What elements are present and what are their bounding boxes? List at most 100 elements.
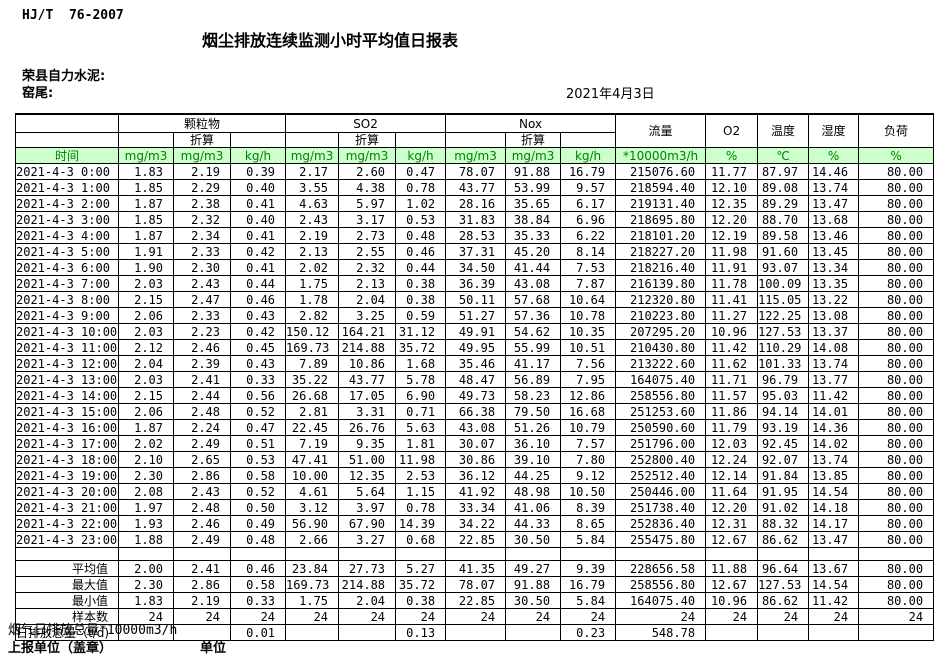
cell-value <box>858 624 935 641</box>
cell-value: 58.23 <box>505 387 562 404</box>
cell-value: 93.19 <box>757 419 810 436</box>
cell-value: 13.74 <box>808 355 860 372</box>
cell-value: 251738.40 <box>615 499 707 516</box>
cell-time: 2021-4-3 17:00 <box>15 435 119 452</box>
unit-cell: mg/m3 <box>338 147 397 164</box>
cell-value: 49.73 <box>445 387 507 404</box>
cell-value: 33.34 <box>445 499 507 516</box>
table-row: 2021-4-3 16:00 1.87 2.24 0.47 22.45 26.76 5.63… <box>15 419 935 436</box>
table-row: 2021-4-3 4:00 1.87 2.34 0.41 2.19 2.73 0.48 28.… <box>15 227 935 244</box>
cell-time: 2021-4-3 7:00 <box>15 275 119 292</box>
table-row: 2021-4-3 2:00 1.87 2.38 0.41 4.63 5.97 1.02 28.… <box>15 195 935 212</box>
cell-value: 11.42 <box>705 339 759 356</box>
cell-value: 80.00 <box>858 227 935 244</box>
header-temperature: 温度 <box>757 113 810 148</box>
header-converted-so2: 折算 <box>338 132 397 148</box>
cell-value: 12.86 <box>560 387 617 404</box>
cell-value: 8.14 <box>560 243 617 260</box>
cell-value: 36.12 <box>445 467 507 484</box>
cell-value: 78.07 <box>445 576 507 593</box>
cell-value: 9.12 <box>560 467 617 484</box>
cell-value: 2.66 <box>285 531 340 548</box>
spacer-cell <box>705 547 759 561</box>
unit-cell: mg/m3 <box>285 147 340 164</box>
cell-value: 80.00 <box>858 592 935 609</box>
cell-value <box>338 624 397 641</box>
cell-value: 10.78 <box>560 307 617 324</box>
cell-time: 2021-4-3 6:00 <box>15 259 119 276</box>
cell-value: 86.62 <box>757 592 810 609</box>
cell-value: 41.44 <box>505 259 562 276</box>
cell-value: 14.36 <box>808 419 860 436</box>
cell-value: 115.05 <box>757 291 810 308</box>
cell-value: 2.03 <box>118 275 174 292</box>
cell-value: 214.88 <box>338 576 397 593</box>
cell-value: 1.87 <box>118 419 174 436</box>
header-converted-row: 折算 折算 折算 <box>15 132 934 148</box>
cell-value: 2.04 <box>338 291 397 308</box>
cell-value: 80.00 <box>858 163 935 180</box>
cell-value: 169.73 <box>285 339 340 356</box>
unit-label: 单位 <box>200 641 227 656</box>
cell-value: 2.10 <box>118 451 174 468</box>
cell-value: 16.68 <box>560 403 617 420</box>
cell-value: 6.22 <box>560 227 617 244</box>
cell-value: 9.39 <box>560 560 617 577</box>
cell-value: 2.46 <box>173 339 231 356</box>
station-name: 窑尾: <box>22 86 54 101</box>
cell-value: 1.97 <box>118 499 174 516</box>
header-humidity: 湿度 <box>808 113 860 148</box>
cell-value: 127.53 <box>757 323 810 340</box>
cell-value: 35.33 <box>505 227 562 244</box>
cell-value: 91.95 <box>757 483 810 500</box>
cell-value: 11.57 <box>705 387 759 404</box>
cell-value: 218216.40 <box>615 259 707 276</box>
cell-value: 2.19 <box>173 163 231 180</box>
cell-value: 258556.80 <box>615 387 707 404</box>
cell-time: 2021-4-3 9:00 <box>15 307 119 324</box>
cell-value: 12.35 <box>705 195 759 212</box>
cell-value: 2.73 <box>338 227 397 244</box>
cell-value: 11.64 <box>705 483 759 500</box>
cell-value: 2.02 <box>285 259 340 276</box>
cell-value: 7.19 <box>285 435 340 452</box>
cell-value: 11.42 <box>808 387 860 404</box>
cell-value: 41.06 <box>505 499 562 516</box>
header-group-row: 颗粒物 SO2 Nox 流量 O2 温度 湿度 负荷 <box>15 113 935 148</box>
cell-value: 3.25 <box>338 307 397 324</box>
cell-value: 252800.40 <box>615 451 707 468</box>
cell-value: 1.90 <box>118 259 174 276</box>
cell-value: 2.04 <box>118 355 174 372</box>
cell-value: 24 <box>858 608 935 625</box>
cell-value: 213222.60 <box>615 355 707 372</box>
cell-value: 0.42 <box>229 323 287 340</box>
cell-value: 5.64 <box>338 483 397 500</box>
cell-value: 30.50 <box>505 531 562 548</box>
cell-value: 54.62 <box>505 323 562 340</box>
cell-time: 2021-4-3 1:00 <box>15 179 119 196</box>
cell-value: 44.25 <box>505 467 562 484</box>
cell-value: 2.04 <box>338 592 397 609</box>
cell-value: 7.95 <box>560 371 617 388</box>
cell-value: 100.09 <box>757 275 810 292</box>
cell-value: 1.83 <box>118 592 174 609</box>
cell-value: 2.03 <box>118 323 174 340</box>
cell-value: 80.00 <box>858 435 935 452</box>
summary-label: 日排放总量（t/d) <box>15 624 119 641</box>
cell-value: 3.27 <box>338 531 397 548</box>
cell-value: 14.39 <box>395 515 447 532</box>
cell-value: 48.47 <box>445 371 507 388</box>
cell-value: 0.49 <box>229 515 287 532</box>
cell-value: 150.12 <box>285 323 340 340</box>
cell-value: 0.48 <box>395 227 447 244</box>
cell-value: 0.58 <box>229 467 287 484</box>
unit-cell: kg/h <box>229 147 287 164</box>
unit-cell-o2: % <box>705 147 759 164</box>
cell-value: 1.78 <box>285 291 340 308</box>
table-row: 2021-4-3 22:00 1.93 2.46 0.49 56.90 67.90 14.3… <box>15 515 935 532</box>
cell-value: 1.85 <box>118 211 174 228</box>
header-group-so2: SO2 <box>285 113 447 133</box>
cell-value: 2.08 <box>118 483 174 500</box>
spacer-cell <box>229 547 287 561</box>
cell-value: 2.19 <box>173 592 231 609</box>
